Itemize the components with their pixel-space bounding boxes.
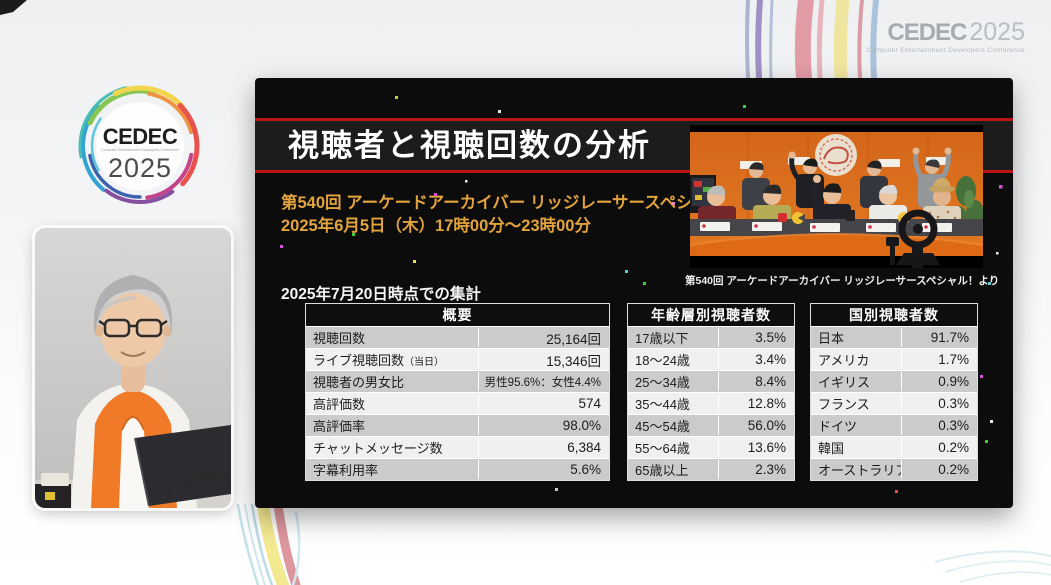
table-row: 韓国 0.2% — [811, 436, 977, 458]
table-row: 55〜64歳 13.6% — [628, 436, 794, 458]
table-row: オーストラリア 0.2% — [811, 458, 977, 480]
table-row: イギリス 0.9% — [811, 370, 977, 392]
table-row: アメリカ 1.7% — [811, 348, 977, 370]
watermark-tagline: Computer Entertainment Developers Confer… — [866, 47, 1025, 54]
overview-table: 概要 視聴回数 25,164回 ライブ視聴回数（当日） 15,346回 視聴者の… — [305, 303, 610, 481]
episode-subtitle: 第540回 アーケードアーカイバー リッジレーサースペシャル！ 2025年6月5… — [281, 192, 742, 238]
table-row: チャットメッセージ数 6,384 — [306, 436, 609, 458]
table-row: 視聴者の男女比 男性95.6%：女性4.4% — [306, 370, 609, 392]
presentation-slide: 視聴者と視聴回数の分析 第540回 アーケードアーカイバー リッジレーサースペシ… — [255, 78, 1013, 508]
speaker-illustration — [35, 228, 231, 508]
watermark-brand: CEDEC — [887, 19, 967, 46]
age-table: 年齢層別視聴者数 17歳以下 3.5% 18〜24歳 3.4% 25〜34歳 8… — [627, 303, 795, 481]
slide-title: 視聴者と視聴回数の分析 — [288, 128, 651, 163]
video-still-photo — [690, 125, 983, 268]
aggregation-date-note: 2025年7月20日時点での集計 — [281, 286, 481, 303]
table-row: 35〜44歳 12.8% — [628, 392, 794, 414]
table-row: 高評価数 574 — [306, 392, 609, 414]
episode-name: 第540回 アーケードアーカイバー リッジレーサースペシャル！ — [281, 194, 743, 212]
cedec-watermark: CEDEC 2025 Computer Entertainment Develo… — [866, 20, 1025, 55]
country-table-header: 国別視聴者数 — [811, 304, 977, 326]
country-table: 国別視聴者数 日本 91.7% アメリカ 1.7% イギリス 0.9% フランス… — [810, 303, 978, 481]
age-table-header: 年齢層別視聴者数 — [628, 304, 794, 326]
table-row: 25〜34歳 8.4% — [628, 370, 794, 392]
table-row: ドイツ 0.3% — [811, 414, 977, 436]
cedec-2025-logo: CEDEC Computer Entertainment Developers … — [78, 84, 202, 208]
table-row: 日本 91.7% — [811, 326, 977, 348]
table-row: フランス 0.3% — [811, 392, 977, 414]
speaker-video-feed — [32, 225, 234, 511]
table-row: 17歳以下 3.5% — [628, 326, 794, 348]
photo-caption: 第540回 アーケードアーカイバー リッジレーサースペシャル！より — [685, 275, 1000, 287]
frame-corner-artifact — [0, 0, 27, 15]
table-row: 字幕利用率 5.6% — [306, 458, 609, 480]
table-row: 45〜54歳 56.0% — [628, 414, 794, 436]
logo-tagline: Computer Entertainment Developers Confer… — [101, 148, 179, 152]
logo-year: 2025 — [108, 153, 172, 183]
overview-table-header: 概要 — [306, 304, 609, 326]
table-row: ライブ視聴回数（当日） 15,346回 — [306, 348, 609, 370]
watermark-year: 2025 — [969, 18, 1025, 46]
logo-brand: CEDEC — [103, 124, 178, 149]
episode-datetime: 2025年6月5日（木）17時00分〜23時00分 — [281, 217, 591, 235]
table-row: 高評価率 98.0% — [306, 414, 609, 436]
table-row: 18〜24歳 3.4% — [628, 348, 794, 370]
table-row: 視聴回数 25,164回 — [306, 326, 609, 348]
table-row: 65歳以上 2.3% — [628, 458, 794, 480]
